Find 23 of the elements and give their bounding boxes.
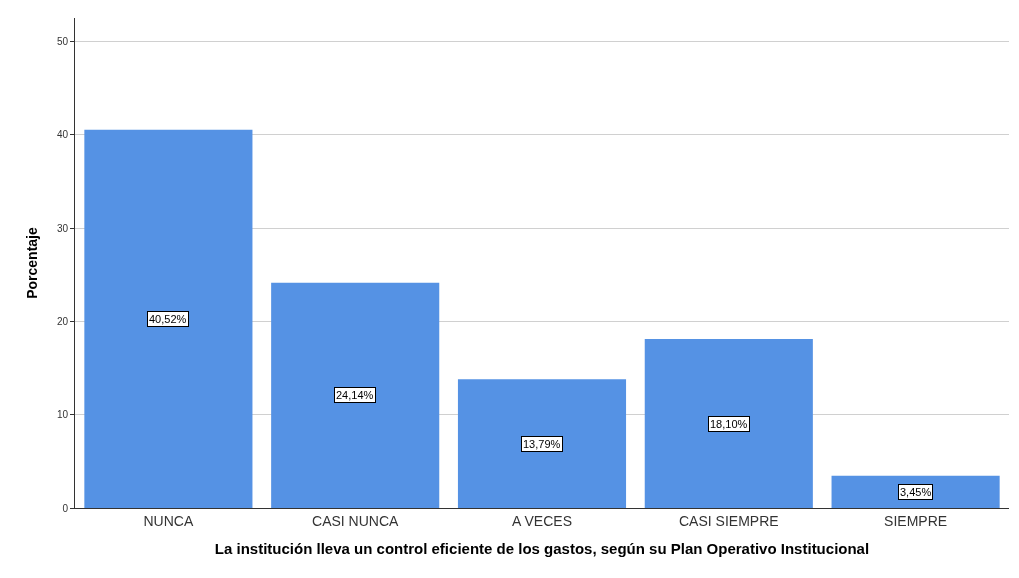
y-tick-label: 0: [62, 502, 69, 514]
x-tick-label: NUNCA: [143, 512, 194, 529]
x-tick-label: CASI SIEMPRE: [679, 512, 779, 529]
x-tick-label: CASI NUNCA: [312, 512, 400, 529]
data-label: 24,14%: [336, 389, 374, 401]
y-tick-label: 50: [56, 35, 69, 47]
bar: [644, 339, 813, 508]
data-label: 13,79%: [523, 438, 561, 450]
y-tick-label: 10: [56, 409, 69, 421]
bar: [271, 282, 440, 508]
x-axis-title: La institución lleva un control eficiente de los gastos, según su Plan Operativo Institucional: [214, 539, 870, 557]
bar: [831, 475, 1000, 508]
data-label: 3,45%: [900, 486, 932, 498]
y-tick-label: 40: [56, 129, 69, 141]
data-label: 18,10%: [710, 418, 748, 430]
x-tick-label: SIEMPRE: [884, 512, 948, 529]
y-tick-label: 30: [56, 222, 69, 234]
bar: [84, 129, 253, 508]
bar: [457, 379, 627, 508]
data-label: 40,52%: [149, 313, 187, 325]
y-axis-title: Porcentaje: [24, 227, 41, 299]
x-tick-label: A VECES: [512, 512, 572, 529]
y-tick-label: 20: [56, 315, 69, 327]
